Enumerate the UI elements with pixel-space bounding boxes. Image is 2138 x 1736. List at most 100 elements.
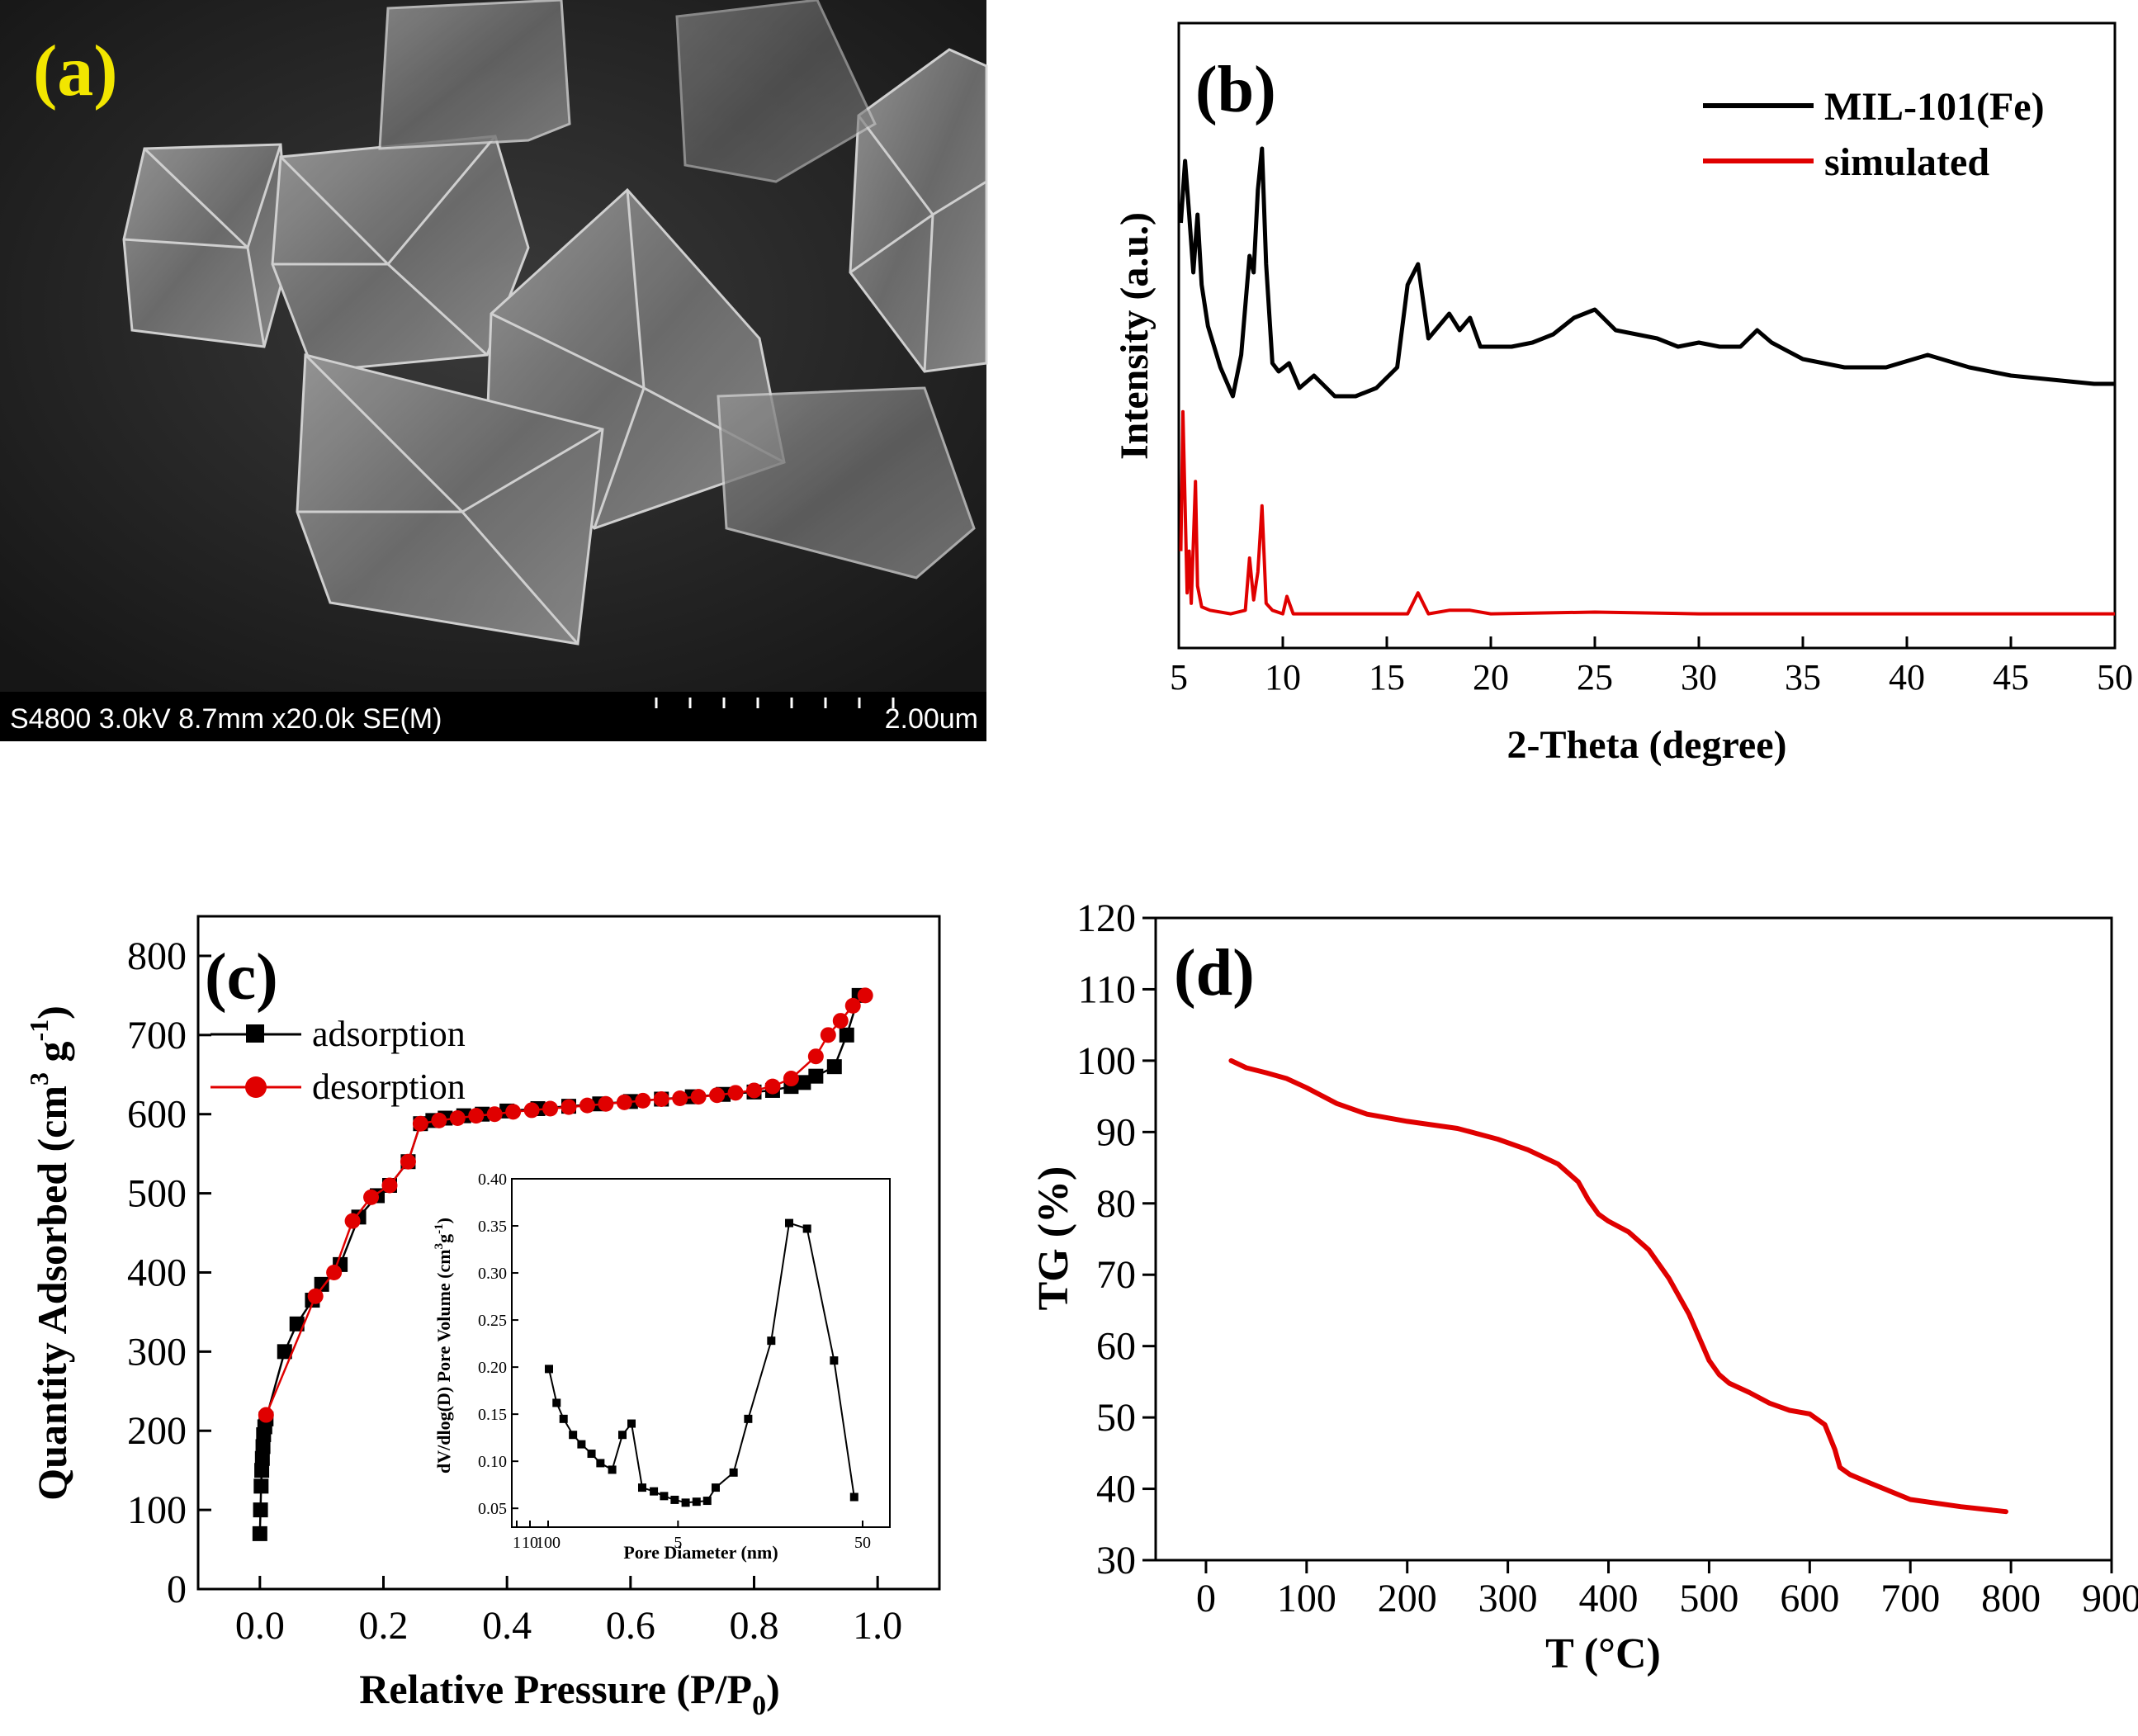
x-tick-label-d: 700 bbox=[1880, 1577, 1940, 1620]
x-axis-label-b: 2-Theta (degree) bbox=[1507, 723, 1787, 767]
data-point-desorption bbox=[690, 1089, 707, 1105]
series-line-tg bbox=[1228, 1057, 2008, 1515]
legend-b: MIL-101(Fe) simulated bbox=[1703, 85, 2045, 184]
axis-ticks-b: 5 10 15 20 25 30 35 40 45 50 bbox=[1170, 636, 2133, 698]
y-tick-label-c: 100 bbox=[127, 1488, 187, 1532]
y-tick-label-d: 100 bbox=[1076, 1039, 1136, 1083]
data-point-adsorption bbox=[277, 1344, 292, 1360]
data-point-desorption bbox=[449, 1110, 466, 1126]
inset-data-point bbox=[670, 1495, 679, 1504]
x-tick-label-c: 0.4 bbox=[482, 1604, 532, 1648]
data-point-desorption bbox=[653, 1090, 669, 1107]
axis-ticks-d: 0 100 200 300 400 500 600 700 800 900 30 40 50 60 70 80… bbox=[1076, 896, 2138, 1620]
series-line-mil101 bbox=[1179, 146, 2115, 399]
y-axis-label-b: Intensity (a.u.) bbox=[1113, 212, 1157, 460]
data-point-desorption bbox=[363, 1189, 380, 1205]
data-point-adsorption bbox=[289, 1316, 305, 1332]
y-tick-label-c: 300 bbox=[127, 1330, 187, 1374]
x-tick-label-b: 15 bbox=[1369, 657, 1405, 698]
data-point-desorption bbox=[486, 1106, 503, 1123]
panel-a: S4800 3.0kV 8.7mm x20.0k SE(M) 2.00um (a… bbox=[0, 0, 988, 741]
inset-data-point bbox=[559, 1414, 568, 1423]
y-tick-label-c: 200 bbox=[127, 1409, 187, 1453]
inset-data-point bbox=[545, 1365, 553, 1374]
inset-x-tick-label: 10 bbox=[522, 1534, 538, 1552]
sem-scale-label: 2.00um bbox=[885, 703, 978, 735]
x-tick-label-b: 10 bbox=[1265, 657, 1301, 698]
data-point-desorption bbox=[523, 1102, 540, 1119]
data-point-desorption bbox=[857, 987, 873, 1004]
data-point-desorption bbox=[832, 1013, 849, 1029]
inset-data-point bbox=[577, 1440, 586, 1449]
legend-marker-adsorption bbox=[246, 1024, 264, 1043]
x-tick-label-b: 20 bbox=[1473, 657, 1509, 698]
inset-data-point bbox=[767, 1336, 776, 1346]
crystal-edge bbox=[123, 144, 282, 348]
panel-label-d: (d) bbox=[1174, 937, 1255, 1010]
x-tick-label-b: 50 bbox=[2097, 657, 2133, 698]
y-tick-label-c: 400 bbox=[127, 1251, 187, 1294]
x-tick-label-d: 800 bbox=[1981, 1577, 2041, 1620]
panel-label-b: (b) bbox=[1195, 54, 1276, 126]
inset-y-tick-label: 0.20 bbox=[478, 1359, 507, 1377]
plot-frame-b bbox=[1177, 21, 2117, 650]
inset-data-point bbox=[627, 1419, 636, 1428]
data-point-desorption bbox=[672, 1090, 688, 1107]
inset-y-tick-label: 0.35 bbox=[478, 1218, 507, 1236]
y-axis-label-c-close: ) bbox=[29, 1005, 75, 1019]
y-axis-label-c: Quantity Adsorbed (cm3 g-1) bbox=[24, 1005, 75, 1501]
plot-frame-c bbox=[196, 915, 941, 1591]
sem-info-text: S4800 3.0kV 8.7mm x20.0k SE(M) bbox=[10, 703, 442, 735]
data-point-desorption bbox=[505, 1104, 522, 1120]
data-point-desorption bbox=[412, 1115, 428, 1132]
x-tick-label-d: 200 bbox=[1378, 1577, 1437, 1620]
y-tick-label-d: 90 bbox=[1096, 1110, 1136, 1154]
inset-frame bbox=[511, 1178, 891, 1528]
y-tick-label-c: 700 bbox=[127, 1014, 187, 1057]
data-point-desorption bbox=[764, 1078, 781, 1095]
inset-data-point bbox=[702, 1497, 712, 1506]
inset-y-tick-label: 0.25 bbox=[478, 1312, 507, 1330]
inset-data-point bbox=[569, 1431, 578, 1440]
inset-data-point bbox=[552, 1398, 561, 1407]
plot-frame-d bbox=[1154, 916, 2113, 1562]
crystal-edge bbox=[849, 115, 987, 372]
inset-data-point bbox=[744, 1414, 753, 1423]
sem-scale-ticks bbox=[655, 698, 895, 708]
x-tick-label-d: 100 bbox=[1277, 1577, 1336, 1620]
x-tick-label-b: 25 bbox=[1577, 657, 1613, 698]
series-group-b bbox=[1179, 146, 2115, 616]
inset-x-axis-label: Pore Diameter (nm) bbox=[623, 1542, 778, 1563]
y-axis-label-c-sup: 3 bbox=[24, 1072, 54, 1086]
panel-c: 0.0 0.2 0.4 0.6 0.8 1.00100200300400500600700… bbox=[24, 915, 941, 1721]
inset-data-point bbox=[650, 1487, 659, 1496]
inset-x-tick-label: 50 bbox=[854, 1534, 871, 1552]
data-point-desorption bbox=[783, 1071, 799, 1087]
data-point-desorption bbox=[844, 997, 861, 1014]
y-tick-label-d: 110 bbox=[1078, 967, 1136, 1011]
sem-crystals-picture bbox=[122, 0, 988, 646]
x-axis-label-d: T (°C) bbox=[1545, 1630, 1661, 1677]
legend-label-desorption: desorption bbox=[312, 1067, 466, 1107]
data-point-adsorption bbox=[253, 1502, 268, 1518]
inset-y-axis-label-sup2: -1 bbox=[433, 1223, 446, 1234]
data-point-adsorption bbox=[255, 1439, 271, 1455]
data-point-desorption bbox=[381, 1177, 398, 1194]
x-tick-label-c: 0.2 bbox=[359, 1604, 409, 1648]
crystal-edge bbox=[272, 135, 497, 357]
panel-b: 5 10 15 20 25 30 35 40 45 50 (b) 2-Theta (degree)… bbox=[1113, 21, 2133, 767]
y-tick-label-c: 0 bbox=[167, 1568, 187, 1611]
crystal-edge bbox=[297, 353, 603, 645]
y-tick-label-c: 600 bbox=[127, 1093, 187, 1137]
inset-data-point bbox=[729, 1468, 738, 1477]
inset-series-group bbox=[545, 1218, 859, 1507]
crystal-shape bbox=[378, 0, 571, 150]
y-axis-label-c-sup2: -1 bbox=[24, 1019, 54, 1042]
series-group-d bbox=[1228, 1057, 2008, 1515]
legend-label-adsorption: adsorption bbox=[312, 1014, 466, 1054]
data-point-desorption bbox=[727, 1085, 744, 1101]
inset-data-point bbox=[711, 1483, 720, 1492]
